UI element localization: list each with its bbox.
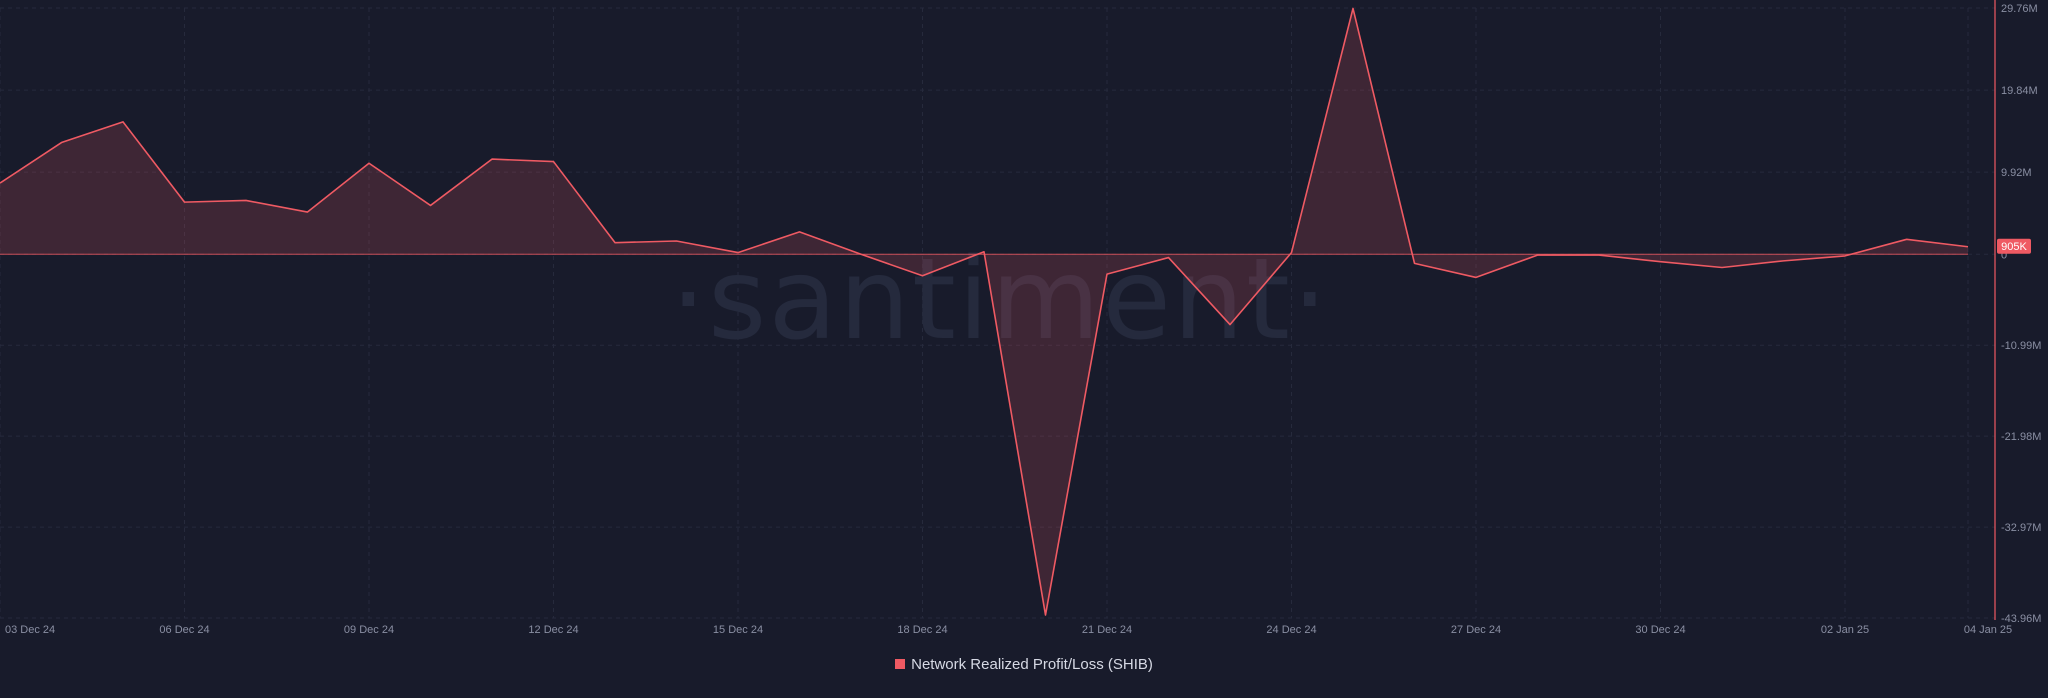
- last-value-badge: [1997, 238, 2031, 254]
- y-tick-label: -43.96M: [2001, 613, 2041, 625]
- x-tick-label: 06 Dec 24: [159, 624, 209, 636]
- last-value-label: 905K: [2001, 241, 2027, 253]
- x-tick-label: 15 Dec 24: [713, 624, 763, 636]
- x-tick-label: 04 Jan 25: [1964, 624, 2012, 636]
- y-tick-label: 9.92M: [2001, 167, 2032, 179]
- x-tick-label: 03 Dec 24: [5, 624, 55, 636]
- y-tick-label: -21.98M: [2001, 431, 2041, 443]
- legend-label: Network Realized Profit/Loss (SHIB): [911, 656, 1153, 673]
- x-tick-label: 18 Dec 24: [897, 624, 947, 636]
- y-tick-label: 29.76M: [2001, 3, 2038, 15]
- x-tick-label: 09 Dec 24: [344, 624, 394, 636]
- x-tick-label: 24 Dec 24: [1266, 624, 1316, 636]
- x-tick-label: 02 Jan 25: [1821, 624, 1869, 636]
- y-tick-label: -32.97M: [2001, 522, 2041, 534]
- series-line: [0, 7, 1969, 616]
- y-tick-label: 19.84M: [2001, 85, 2038, 97]
- x-tick-label: 21 Dec 24: [1082, 624, 1132, 636]
- legend[interactable]: Network Realized Profit/Loss (SHIB): [0, 656, 2048, 673]
- x-tick-label: 30 Dec 24: [1635, 624, 1685, 636]
- x-tick-label: 12 Dec 24: [528, 624, 578, 636]
- x-tick-label: 27 Dec 24: [1451, 624, 1501, 636]
- legend-swatch: [895, 659, 906, 669]
- y-tick-label: 0: [2001, 249, 2007, 261]
- series-area: [0, 8, 1968, 616]
- y-tick-label: -10.99M: [2001, 340, 2041, 352]
